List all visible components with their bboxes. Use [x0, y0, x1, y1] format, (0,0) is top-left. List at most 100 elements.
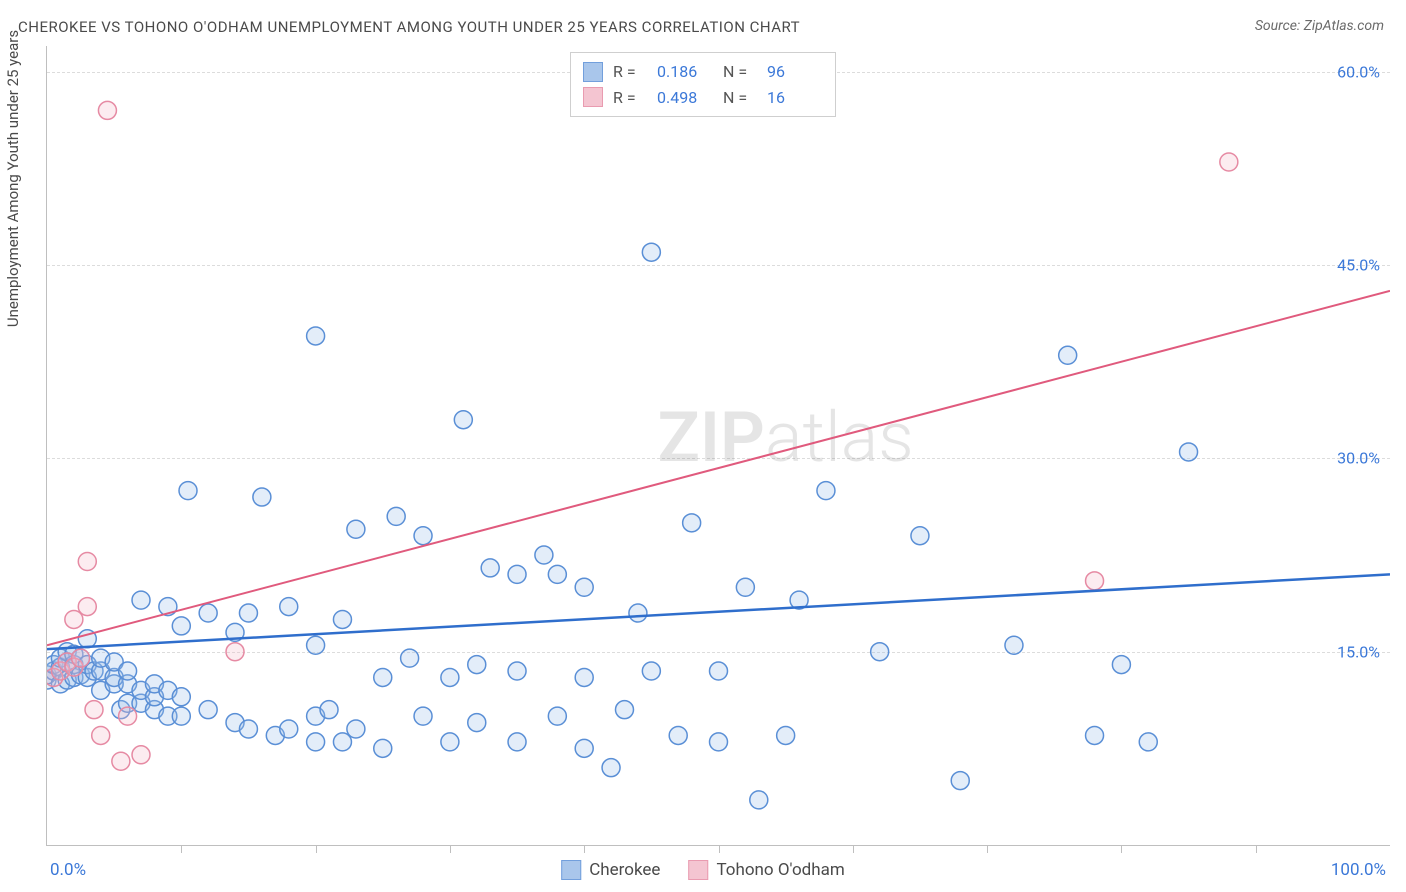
data-point [72, 649, 90, 667]
legend-series-item: Tohono O'odham [688, 860, 844, 880]
data-point [468, 714, 486, 732]
data-point [347, 520, 365, 538]
x-tick [316, 845, 317, 853]
x-axis-max-label: 100.0% [1331, 860, 1386, 880]
data-point [508, 733, 526, 751]
data-point [535, 546, 553, 564]
x-tick [450, 845, 451, 853]
data-point [710, 662, 728, 680]
legend-swatch [561, 860, 581, 880]
data-point [85, 701, 103, 719]
x-tick [719, 845, 720, 853]
data-point [374, 668, 392, 686]
legend-n-value: 96 [767, 59, 823, 85]
data-point [911, 527, 929, 545]
data-point [575, 739, 593, 757]
chart-title: CHEROKEE VS TOHONO O'ODHAM UNEMPLOYMENT … [18, 18, 800, 36]
data-point [642, 243, 660, 261]
data-point [78, 598, 96, 616]
data-point [347, 720, 365, 738]
trend-line [47, 291, 1390, 645]
legend-n-label: N = [723, 85, 757, 111]
data-point [280, 720, 298, 738]
data-point [307, 636, 325, 654]
data-point [172, 617, 190, 635]
data-point [239, 720, 257, 738]
data-point [179, 482, 197, 500]
data-point [78, 552, 96, 570]
data-point [1086, 572, 1104, 590]
data-point [951, 772, 969, 790]
correlation-legend: R =0.186N =96R =0.498N =16 [570, 52, 836, 117]
data-point [226, 643, 244, 661]
legend-swatch [688, 860, 708, 880]
legend-swatch [583, 62, 603, 82]
source-attribution: Source: ZipAtlas.com [1255, 18, 1384, 34]
plot-area: ZIPatlas 15.0%30.0%45.0%60.0% [46, 46, 1390, 846]
x-tick [584, 845, 585, 853]
legend-n-value: 16 [767, 85, 823, 111]
x-tick [181, 845, 182, 853]
data-point [575, 668, 593, 686]
data-point [602, 759, 620, 777]
data-point [669, 726, 687, 744]
data-point [710, 733, 728, 751]
legend-series-name: Tohono O'odham [716, 860, 844, 880]
data-point [481, 559, 499, 577]
data-point [629, 604, 647, 622]
data-point [414, 707, 432, 725]
data-point [615, 701, 633, 719]
legend-n-label: N = [723, 59, 757, 85]
data-point [1059, 346, 1077, 364]
data-point [454, 411, 472, 429]
data-point [401, 649, 419, 667]
data-point [1220, 153, 1238, 171]
data-point [112, 752, 130, 770]
x-axis-min-label: 0.0% [50, 860, 86, 880]
x-tick [853, 845, 854, 853]
data-point [387, 507, 405, 525]
legend-series-item: Cherokee [561, 860, 660, 880]
data-point [132, 746, 150, 764]
data-point [441, 668, 459, 686]
data-point [172, 688, 190, 706]
data-point [817, 482, 835, 500]
data-point [871, 643, 889, 661]
data-point [199, 701, 217, 719]
data-point [508, 565, 526, 583]
data-point [199, 604, 217, 622]
data-point [777, 726, 795, 744]
data-point [307, 327, 325, 345]
legend-series-name: Cherokee [589, 860, 660, 880]
data-point [98, 101, 116, 119]
data-point [468, 656, 486, 674]
data-point [307, 733, 325, 751]
data-point [1005, 636, 1023, 654]
data-point [239, 604, 257, 622]
data-point [575, 578, 593, 596]
x-tick [987, 845, 988, 853]
data-point [642, 662, 660, 680]
data-point [172, 707, 190, 725]
legend-r-value: 0.186 [657, 59, 713, 85]
data-point [414, 527, 432, 545]
data-point [1139, 733, 1157, 751]
data-point [1112, 656, 1130, 674]
data-point [320, 701, 338, 719]
data-point [441, 733, 459, 751]
data-point [92, 726, 110, 744]
x-tick [1256, 845, 1257, 853]
chart-svg [47, 46, 1390, 845]
data-point [1180, 443, 1198, 461]
data-point [253, 488, 271, 506]
legend-r-label: R = [613, 85, 647, 111]
data-point [119, 662, 137, 680]
legend-r-value: 0.498 [657, 85, 713, 111]
data-point [548, 565, 566, 583]
x-tick [1121, 845, 1122, 853]
data-point [683, 514, 701, 532]
series-legend: Cherokee Tohono O'odham [561, 860, 845, 880]
data-point [548, 707, 566, 725]
data-point [750, 791, 768, 809]
data-point [333, 610, 351, 628]
